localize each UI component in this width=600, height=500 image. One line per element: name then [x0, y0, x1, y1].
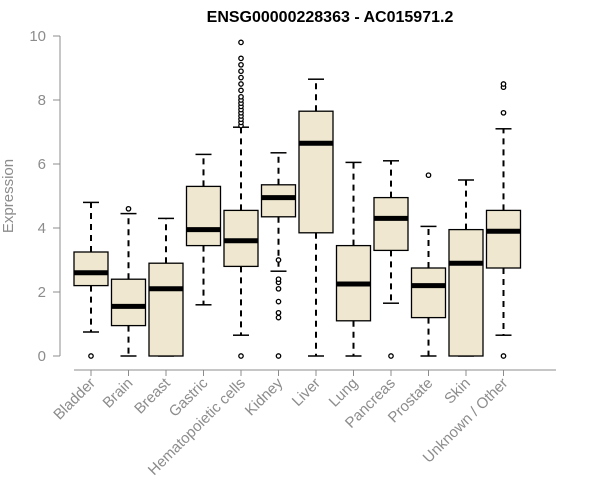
box-group — [185, 153, 222, 306]
box-group — [335, 161, 372, 357]
y-tick-label: 8 — [38, 92, 46, 109]
outlier-point — [275, 309, 282, 316]
box-iqr — [448, 228, 484, 357]
outlier-point — [238, 93, 244, 100]
outlier-point — [275, 285, 282, 292]
y-tick-label: 4 — [38, 220, 46, 237]
box-group — [298, 78, 334, 357]
outlier-point — [125, 205, 132, 212]
box-group — [410, 172, 447, 357]
outlier-point — [275, 353, 282, 359]
box-group — [485, 81, 522, 359]
box-iqr — [110, 278, 147, 327]
outlier-point — [238, 55, 244, 62]
outlier-point — [275, 298, 282, 305]
outlier-point — [275, 314, 282, 321]
y-axis-label: Expression — [0, 159, 17, 233]
box-iqr — [148, 262, 184, 357]
y-tick-label: 0 — [38, 348, 46, 365]
outlier-point — [88, 353, 94, 359]
outlier-point — [238, 61, 244, 68]
box-iqr — [260, 184, 297, 218]
box-iqr — [298, 110, 334, 234]
outlier-point — [275, 276, 282, 283]
outlier-point — [238, 81, 244, 87]
outlier-point — [238, 68, 244, 75]
outlier-point — [500, 109, 507, 116]
boxes — [73, 39, 522, 359]
outlier-point — [500, 81, 507, 87]
box-group — [110, 205, 147, 357]
x-tick-label: Bladder — [50, 375, 99, 424]
outlier-point — [500, 353, 507, 359]
y-ticks: 0 2 4 6 8 10 — [29, 28, 60, 365]
box-group — [260, 152, 297, 359]
x-tick-label: Liver — [289, 375, 324, 410]
y-tick-label: 10 — [29, 28, 46, 45]
outlier-point — [238, 39, 244, 46]
box-group — [223, 39, 259, 359]
box-iqr — [185, 185, 222, 247]
box-group — [73, 201, 109, 359]
outlier-point — [388, 353, 394, 359]
outlier-point — [275, 257, 282, 263]
x-tick-label: Skin — [441, 375, 474, 408]
outlier-point — [425, 172, 432, 179]
y-tick-label: 6 — [38, 156, 46, 173]
box-iqr — [410, 267, 447, 319]
box-iqr — [485, 209, 522, 269]
box-iqr — [373, 196, 409, 252]
x-tick-label: Kidney — [242, 374, 287, 419]
box-group — [448, 179, 484, 357]
outlier-point — [238, 353, 244, 359]
chart-title: ENSG00000228363 - AC015971.2 — [207, 9, 454, 26]
box-group — [148, 217, 184, 357]
outlier-point — [238, 74, 244, 81]
outlier-point — [238, 87, 244, 94]
box-iqr — [73, 251, 109, 287]
y-tick-label: 2 — [38, 284, 46, 301]
box-group — [373, 160, 409, 359]
